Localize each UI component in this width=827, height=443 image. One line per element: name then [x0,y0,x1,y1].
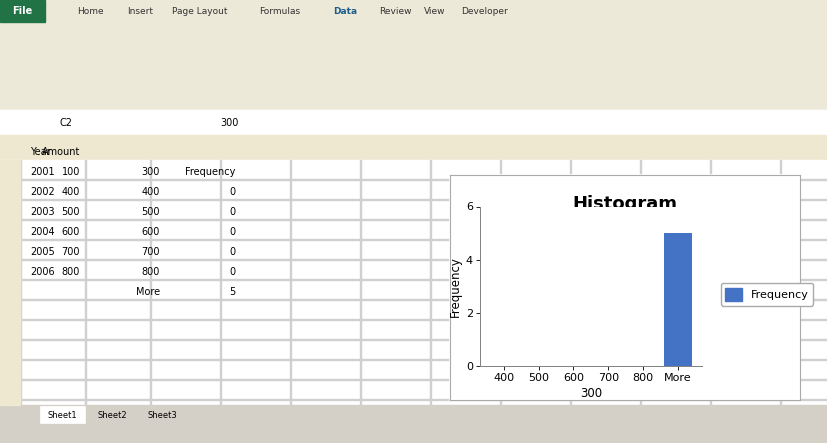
Text: 2002: 2002 [30,187,55,197]
Text: Sheet2: Sheet2 [98,411,127,420]
Text: Developer: Developer [461,7,509,16]
Bar [219,160,221,405]
Bar [0,279,827,280]
Bar [289,160,290,405]
Bar [0,379,827,380]
Legend: Frequency: Frequency [721,283,813,306]
Bar [0,110,827,135]
Text: Amount: Amount [41,147,80,157]
Bar [570,160,571,405]
Bar [664,233,692,366]
Bar [0,239,827,240]
Text: Insert: Insert [127,7,153,16]
Text: Data: Data [333,7,357,16]
Bar [0,259,827,260]
Bar [429,160,431,405]
Text: 800: 800 [62,267,80,277]
Text: Page Layout: Page Layout [172,7,227,16]
Bar [20,160,21,405]
Text: 0: 0 [229,247,235,257]
Text: 100: 100 [62,167,80,177]
Text: Home: Home [77,7,103,16]
Text: 500: 500 [61,207,80,217]
Bar [0,299,827,300]
Text: 0: 0 [229,267,235,277]
Text: 0: 0 [229,187,235,197]
Text: 800: 800 [141,267,160,277]
Text: More: More [136,287,160,297]
Bar [90,406,135,423]
X-axis label: 300: 300 [580,387,602,400]
Text: 2001: 2001 [30,167,55,177]
Text: Review: Review [379,7,411,16]
Bar [0,160,20,405]
Bar [0,339,827,340]
Text: 2004: 2004 [30,227,55,237]
Bar [0,359,827,360]
Text: 300: 300 [141,167,160,177]
Bar [0,135,827,160]
Bar [0,110,827,135]
Text: View: View [424,7,446,16]
Bar [450,175,800,400]
Bar [639,160,640,405]
Bar [0,399,827,400]
Text: 500: 500 [141,207,160,217]
Text: Sheet1: Sheet1 [47,411,77,420]
Text: Histogram: Histogram [572,195,677,213]
Text: 2003: 2003 [30,207,55,217]
Bar [40,406,85,423]
Text: 600: 600 [141,227,160,237]
Text: Sheet3: Sheet3 [147,411,177,420]
Bar [84,160,85,405]
Text: 5: 5 [229,287,235,297]
Bar [0,0,45,22]
Text: 600: 600 [62,227,80,237]
Bar [0,423,827,443]
Text: 0: 0 [229,227,235,237]
Bar [140,406,185,423]
Bar [0,160,827,443]
Bar [0,179,827,180]
Text: Year: Year [30,147,50,157]
Text: C2: C2 [60,118,73,128]
Text: 0: 0 [229,207,235,217]
Bar [150,160,151,405]
Bar [0,219,827,220]
Text: Frequency: Frequency [184,167,235,177]
Text: 300: 300 [220,118,238,128]
Bar [0,0,827,110]
Bar [0,319,827,320]
Bar [360,160,361,405]
Bar [0,405,827,423]
Y-axis label: Frequency: Frequency [448,256,461,317]
Text: Formulas: Formulas [260,7,300,16]
Text: 400: 400 [62,187,80,197]
Text: 700: 700 [61,247,80,257]
Text: 2006: 2006 [30,267,55,277]
Text: 2005: 2005 [30,247,55,257]
Text: 400: 400 [141,187,160,197]
Text: 700: 700 [141,247,160,257]
Bar [780,160,781,405]
Bar [0,199,827,200]
Text: File: File [12,6,32,16]
